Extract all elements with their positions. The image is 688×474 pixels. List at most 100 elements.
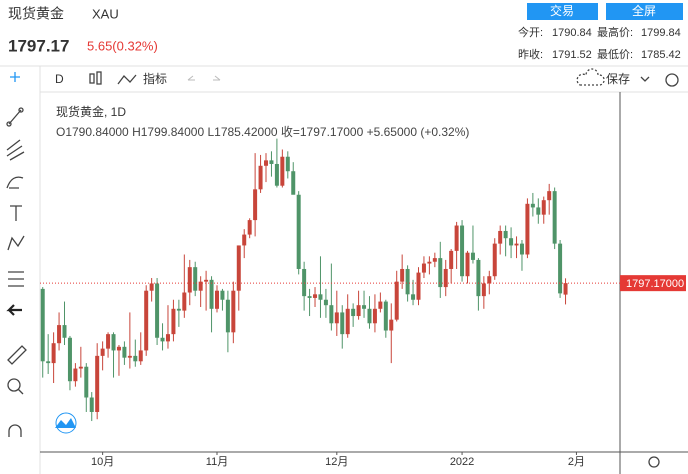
undo-redo[interactable] [187,75,221,81]
candle-body [329,305,334,324]
save-menu[interactable] [640,76,650,82]
candle-body [454,225,459,251]
candle-body [269,160,274,164]
candle-body [296,194,301,269]
candle-body [498,230,503,244]
candle-body [122,346,127,358]
candle-body [563,283,568,295]
trade-button[interactable] [527,3,598,20]
candle-body [389,319,394,331]
candle-body [187,267,192,293]
candle-body [519,243,524,255]
save-button[interactable]: 保存 [606,72,630,86]
last-price-label: 1797.17000 [626,278,684,290]
candle-type-button[interactable] [89,71,102,85]
legend-ohlc: O1790.84000 H1799.84000 L1785.42000 收=17… [56,125,469,139]
candle-body [313,294,318,298]
candle-body [438,258,443,288]
candle-body [307,296,312,298]
candle-body [214,290,219,309]
x-tick-label: 2月 [568,456,585,468]
candle-body [171,308,176,335]
candle-body [503,230,508,239]
candle-body [367,308,372,324]
candle-body [509,238,514,246]
candle-body [340,312,345,335]
candle-body [84,366,89,398]
last-price: 1797.17 [8,36,69,55]
axis-settings[interactable] [648,456,660,468]
candle-body [253,189,258,221]
x-tick-label: 10月 [91,456,114,468]
x-tick-label: 2022 [450,456,474,468]
candle-body [345,308,350,335]
candle-body [138,350,143,362]
candle-body [334,312,339,324]
candle-body [487,276,492,284]
stat-value: 1790.84 [552,27,592,39]
candle-body [405,268,410,295]
logo-ring [55,412,77,434]
candle-body [421,263,426,273]
indicators-button[interactable]: 指标 [143,71,167,86]
fullscreen-button-label[interactable]: 全屏 [632,3,656,18]
candle-body [400,268,405,282]
candle-body [558,243,563,294]
stat-value: 1799.84 [641,27,681,39]
candle-body [416,272,421,300]
candle-body [127,355,132,358]
stat-label: 最低价: [597,48,633,61]
candle-body [95,355,100,412]
interval-button[interactable]: D [55,72,64,86]
candle-body [165,334,170,342]
candle-body [372,308,377,324]
settings-icon[interactable] [665,73,679,87]
x-tick-label: 12月 [325,456,348,468]
candle-body [144,290,149,351]
stat-label: 最高价: [597,25,633,39]
candle-body [514,243,519,246]
candle-body [443,268,448,288]
fullscreen-button[interactable] [606,3,683,20]
drawing-tools[interactable] [6,72,27,437]
candle-body [176,308,181,311]
instrument-symbol: XAU [92,6,119,21]
candle-body [285,156,290,172]
candle-body [67,337,72,382]
candle-body [362,305,367,309]
candle-body [536,207,541,215]
candle-body [204,279,209,282]
candle-body [57,325,62,344]
instrument-name: 现货黄金 [8,6,64,22]
candle-body [116,346,121,351]
candle-body [51,343,56,364]
candle-body [280,156,285,186]
candle-body [193,267,198,291]
candle-body [481,283,486,297]
candle-body [78,366,83,369]
indicator-icon[interactable] [117,74,137,85]
candle-body [274,163,279,186]
candle-body [351,308,356,317]
candle-body [432,258,437,262]
candle-body [225,299,230,333]
candle-body [302,268,307,297]
candle-body [427,261,432,264]
candle-body [258,165,263,190]
candle-body [111,334,116,351]
candle-body [547,191,552,201]
candle-body [525,203,530,255]
trade-button-label[interactable]: 交易 [550,3,574,18]
candle-body [476,259,481,297]
candle-body [133,355,138,362]
candle-body [411,294,416,300]
candle-body [460,225,465,277]
stat-value: 1785.42 [641,49,681,61]
candle-body [149,283,154,291]
candle-body [552,191,557,244]
candle-body [492,243,497,277]
cloud-icon[interactable] [576,68,605,86]
candle-body [209,279,214,309]
